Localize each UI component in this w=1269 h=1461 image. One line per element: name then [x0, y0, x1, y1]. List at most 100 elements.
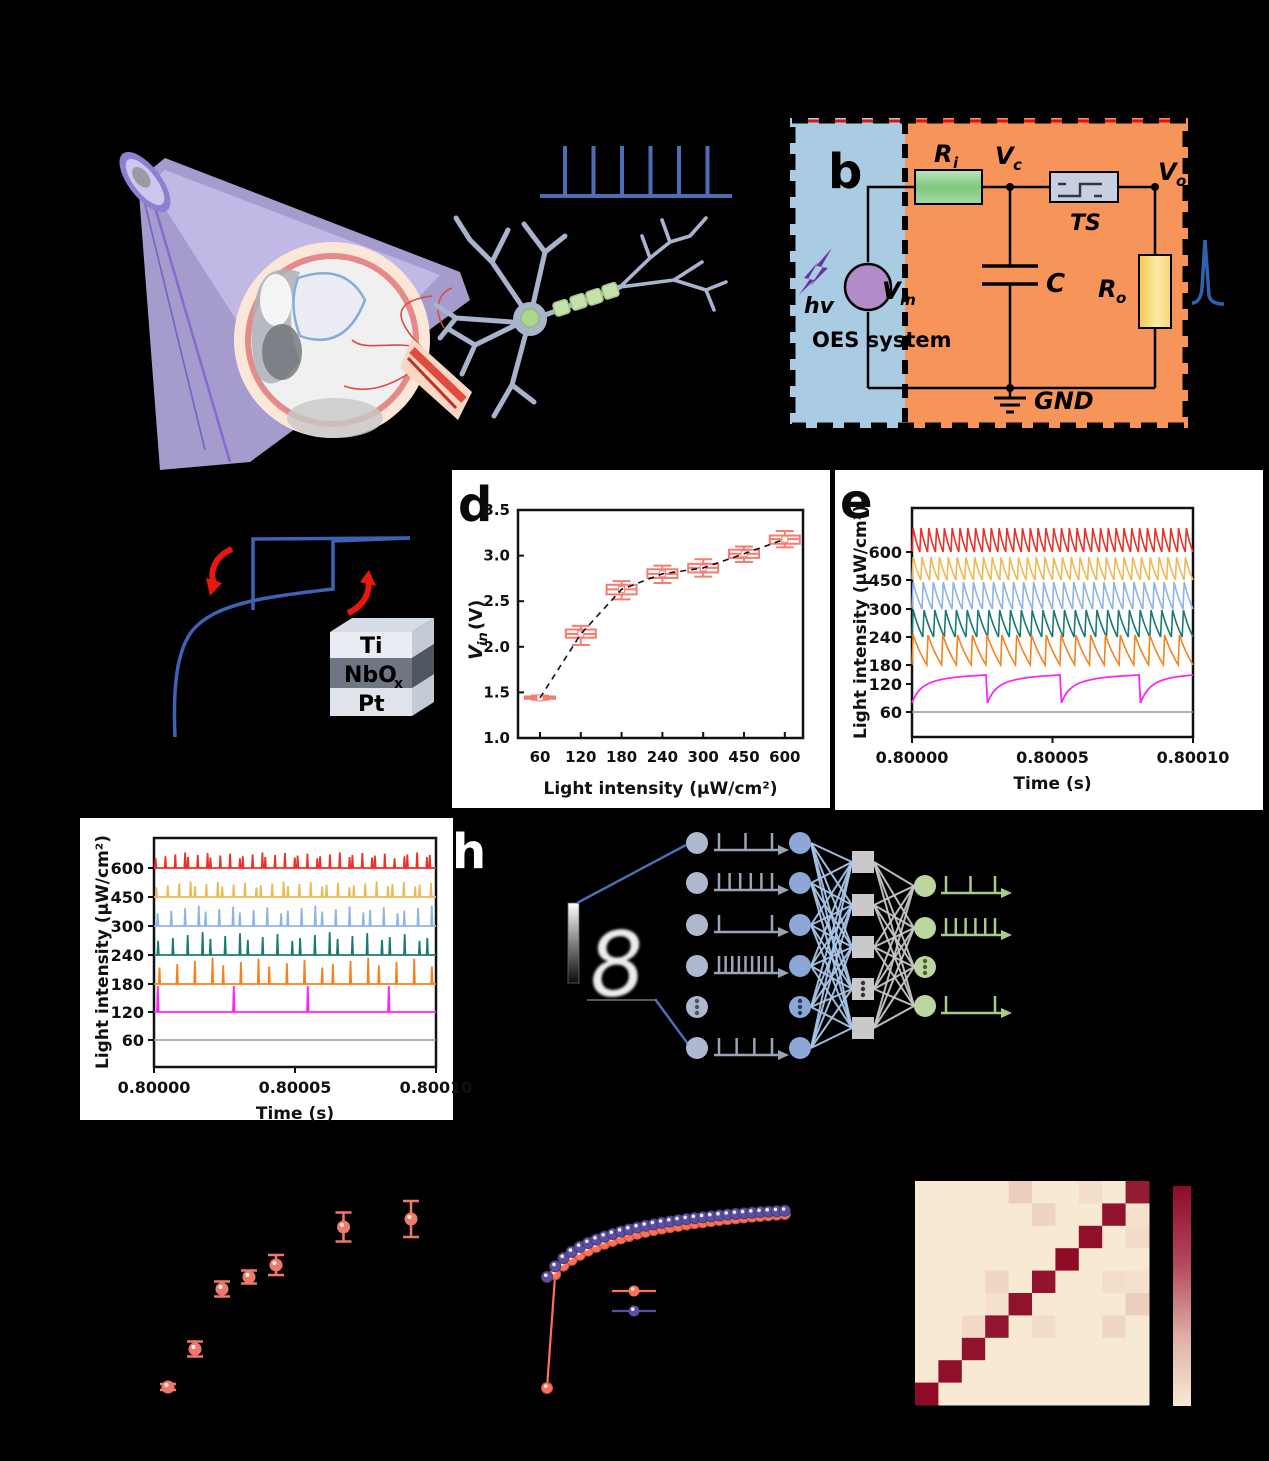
heatmap-cell: [1078, 1382, 1103, 1406]
stack-layer-pt: Pt: [358, 692, 385, 717]
heatmap-cell: [985, 1181, 1010, 1204]
link: [810, 988, 853, 1049]
eye: [234, 242, 472, 438]
heatmap-cell: [1125, 1337, 1150, 1361]
nucleus: [520, 308, 540, 328]
ellipsis-dots: [860, 986, 866, 992]
marker-glint: [245, 1273, 250, 1277]
heatmap-cell: [1008, 1181, 1033, 1204]
link: [810, 946, 853, 1049]
x-tick-label: 0.80010: [1157, 748, 1230, 767]
y-tick-label: 600: [111, 859, 144, 878]
heatmap-cell: [961, 1382, 986, 1406]
marker-glint: [691, 1214, 696, 1219]
output-resistor: [1138, 254, 1172, 329]
node-vc: [1006, 183, 1014, 191]
heatmap-cell: [1032, 1360, 1056, 1384]
input-node: [686, 1037, 708, 1059]
link: [873, 927, 915, 1029]
spikes-300: [156, 905, 434, 927]
heatmap-cell: [1102, 1203, 1127, 1227]
heatmap-cell: [1008, 1382, 1033, 1406]
heatmap-cell: [1032, 1293, 1056, 1316]
axis-frame: [152, 836, 438, 1069]
panel-j-accuracy-curves: [541, 1204, 791, 1394]
heatmap-cell: [961, 1203, 986, 1227]
link: [810, 861, 853, 1049]
threshold-switch: [1049, 171, 1119, 203]
cone-edge: [148, 189, 232, 463]
stack-layer-nbox-sub: x: [394, 676, 403, 692]
heatmap-cell: [1032, 1270, 1056, 1294]
heatmap-cell: [1055, 1382, 1080, 1406]
heatmap-cell: [1125, 1382, 1150, 1406]
marker-glint: [708, 1212, 712, 1217]
trend-line: [539, 538, 786, 699]
gnd-label: GND: [1034, 387, 1094, 415]
marker-glint: [781, 1207, 786, 1211]
hidden-node: [852, 851, 874, 873]
input-node: [686, 832, 708, 854]
heatmap-cell: [1125, 1248, 1150, 1272]
marker-glint: [634, 1223, 638, 1228]
trace-600: [911, 527, 1194, 553]
y-tick-label: 300: [869, 600, 902, 619]
cap-label: C: [1046, 269, 1065, 299]
heatmap-cell: [1102, 1315, 1127, 1339]
ellipsis-dots: [860, 992, 866, 998]
heatmap-cell: [1008, 1337, 1033, 1361]
ro-sub: o: [1116, 289, 1126, 307]
ellipsis-dots: [797, 1004, 803, 1010]
x-tick-label: 180: [606, 748, 637, 766]
marker-glint: [593, 1236, 597, 1240]
myelin-segments: [552, 281, 620, 317]
heatmap-cell: [915, 1382, 939, 1406]
pointer-line-bottom: [653, 998, 690, 1045]
spikes-120: [156, 985, 391, 1013]
arrowhead-icon: [778, 1050, 789, 1060]
vo-label: V: [1158, 158, 1179, 186]
heatmap-cell: [1008, 1315, 1033, 1339]
trace-120: [911, 674, 1194, 704]
heatmap-cell: [938, 1225, 963, 1249]
heatmap-cell: [1008, 1248, 1033, 1272]
heatmap-cell: [1078, 1248, 1103, 1272]
label: V: [465, 644, 487, 660]
heatmap-cell: [1078, 1203, 1103, 1227]
y-tick-label: 450: [869, 571, 902, 590]
hidden-node: [852, 1017, 874, 1039]
link: [873, 1005, 915, 1029]
input-node: [686, 955, 708, 977]
panel-d-boxplot: d 1.0 1.5 2.0 2.5 3.0 3.5 60 120 180 240 300 450 600…: [452, 470, 830, 808]
spikes-600: [154, 852, 432, 869]
ri-sub: i: [953, 154, 959, 172]
oes-system-label: OES system: [812, 328, 951, 352]
link: [873, 861, 915, 968]
heatmap-cell: [961, 1225, 986, 1249]
panel-i-scatter: [160, 1199, 419, 1394]
marker-glint: [658, 1219, 663, 1223]
heatmap-cell: [1125, 1270, 1150, 1294]
marker-glint: [340, 1223, 344, 1227]
heatmap-cell: [1102, 1382, 1127, 1406]
heatmap-cell: [1008, 1360, 1033, 1384]
data-point: [549, 1260, 562, 1273]
heatmap-cell: [915, 1293, 939, 1316]
link: [873, 861, 915, 1007]
marker-glint: [757, 1208, 761, 1213]
y-tick-label: 3.0: [483, 547, 510, 565]
heatmap-cell: [1102, 1248, 1127, 1272]
marker-glint: [675, 1216, 679, 1221]
output-node: [914, 875, 936, 897]
link: [810, 861, 853, 884]
heatmap-cell: [938, 1181, 963, 1204]
output-node: [914, 917, 936, 939]
x-tick-label: 120: [565, 748, 596, 766]
link: [873, 885, 915, 990]
vc-sub: c: [1013, 156, 1022, 174]
heatmap-cell: [1032, 1315, 1056, 1339]
data-point: [557, 1252, 570, 1265]
spikes-180: [157, 957, 434, 985]
vin-sub: in: [900, 291, 916, 309]
